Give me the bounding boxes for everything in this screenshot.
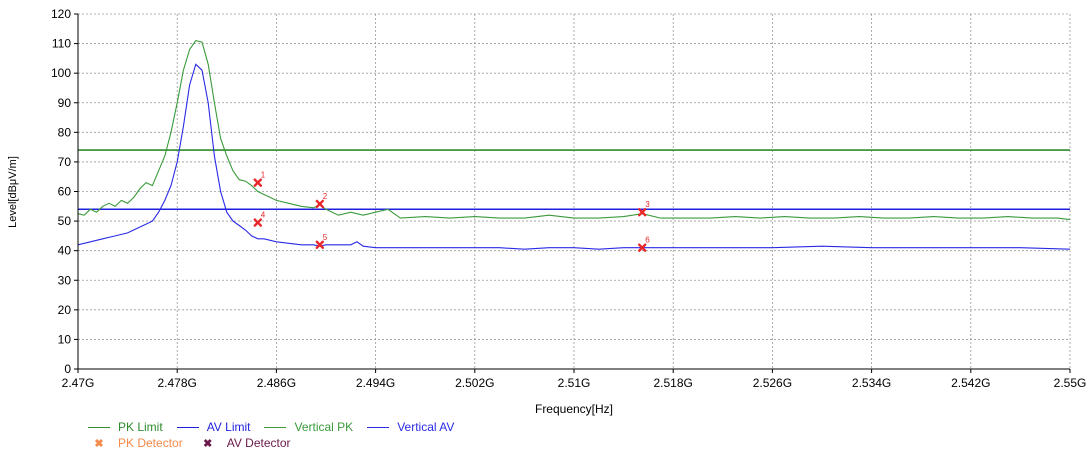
axes [74, 13, 1071, 373]
marker-label: 1 [261, 171, 266, 180]
marker-cross [253, 178, 262, 187]
y-tick-label: 40 [58, 244, 72, 258]
marker-2: 2 [315, 192, 328, 209]
marker-6: 6 [638, 236, 650, 252]
vertical-av-swatch [367, 426, 390, 428]
x-tick-label: 2.47G [62, 376, 95, 390]
x-tick-label: 2.502G [455, 376, 494, 390]
vertical-av-series [77, 63, 1071, 250]
legend-label-vertical-av: Vertical AV [397, 420, 455, 434]
y-tick-label: 80 [58, 125, 72, 139]
markers: 1 2 3 4 5 6 [253, 171, 650, 252]
marker-cross [315, 199, 324, 209]
x-tick-label: 2.51G [558, 376, 591, 390]
marker-cross [315, 240, 324, 249]
marker-4: 4 [253, 211, 266, 227]
y-tick-label: 50 [58, 214, 72, 228]
pk-detector-icon: ✖ [94, 437, 104, 450]
legend-row-lines: PK Limit AV Limit Vertical PK Vertical A… [88, 419, 688, 435]
y-tick-label: 100 [51, 66, 71, 80]
legend-item-pk-limit: PK Limit [88, 420, 163, 434]
y-tick-label: 90 [58, 96, 72, 110]
marker-label: 2 [323, 192, 328, 201]
y-tick-label: 20 [58, 303, 72, 317]
marker-3: 3 [638, 200, 650, 217]
marker-5: 5 [315, 233, 328, 249]
x-axis-label: Frequency[Hz] [535, 402, 613, 416]
limit-lines [78, 149, 1070, 211]
y-axis-label: Level[dBμV/m] [7, 156, 19, 228]
legend: PK Limit AV Limit Vertical PK Vertical A… [88, 419, 688, 451]
marker-label: 5 [323, 233, 328, 242]
x-tick-label: 2.494G [356, 376, 395, 390]
pk-limit-swatch [88, 426, 110, 428]
tick-labels: 0 10 20 30 40 50 60 70 80 90 100 110 120 2.47G 2.478G 2… [51, 7, 1086, 390]
legend-row-detectors: ✖ PK Detector ✖ AV Detector [88, 435, 688, 451]
av-limit-swatch [176, 426, 199, 428]
grid [78, 13, 1071, 369]
marker-cross [638, 243, 647, 252]
x-tick-label: 2.534G [852, 376, 891, 390]
legend-item-av-detector: ✖ AV Detector [197, 436, 291, 450]
marker-cross [253, 218, 262, 227]
marker-cross [638, 208, 647, 217]
legend-item-vertical-pk: Vertical PK [264, 420, 353, 434]
y-tick-label: 10 [58, 332, 72, 346]
x-tick-label: 2.518G [654, 376, 693, 390]
marker-label: 3 [645, 200, 650, 209]
marker-label: 6 [645, 236, 650, 245]
x-tick-label: 2.478G [158, 376, 197, 390]
vertical-pk-swatch [264, 426, 287, 428]
x-tick-label: 2.486G [257, 376, 296, 390]
marker-1: 1 [253, 171, 266, 187]
legend-label-pk-limit: PK Limit [118, 420, 163, 434]
legend-item-av-limit: AV Limit [176, 420, 251, 434]
legend-item-pk-detector: ✖ PK Detector [88, 436, 183, 450]
x-tick-label: 2.526G [753, 376, 792, 390]
legend-label-av-limit: AV Limit [206, 420, 251, 434]
legend-item-vertical-av: Vertical AV [367, 420, 454, 434]
legend-label-vertical-pk: Vertical PK [294, 420, 354, 434]
legend-label-av-detector: AV Detector [226, 436, 291, 450]
y-tick-label: 120 [51, 7, 71, 21]
y-tick-label: 60 [58, 185, 72, 199]
y-tick-label: 30 [58, 273, 72, 287]
marker-label: 4 [261, 211, 266, 220]
y-tick-label: 0 [64, 362, 71, 376]
y-tick-label: 70 [58, 155, 72, 169]
av-detector-icon: ✖ [203, 437, 213, 450]
x-tick-label: 2.55G [1054, 376, 1087, 390]
legend-label-pk-detector: PK Detector [118, 436, 183, 450]
y-tick-label: 110 [52, 37, 71, 51]
x-tick-label: 2.542G [951, 376, 990, 390]
